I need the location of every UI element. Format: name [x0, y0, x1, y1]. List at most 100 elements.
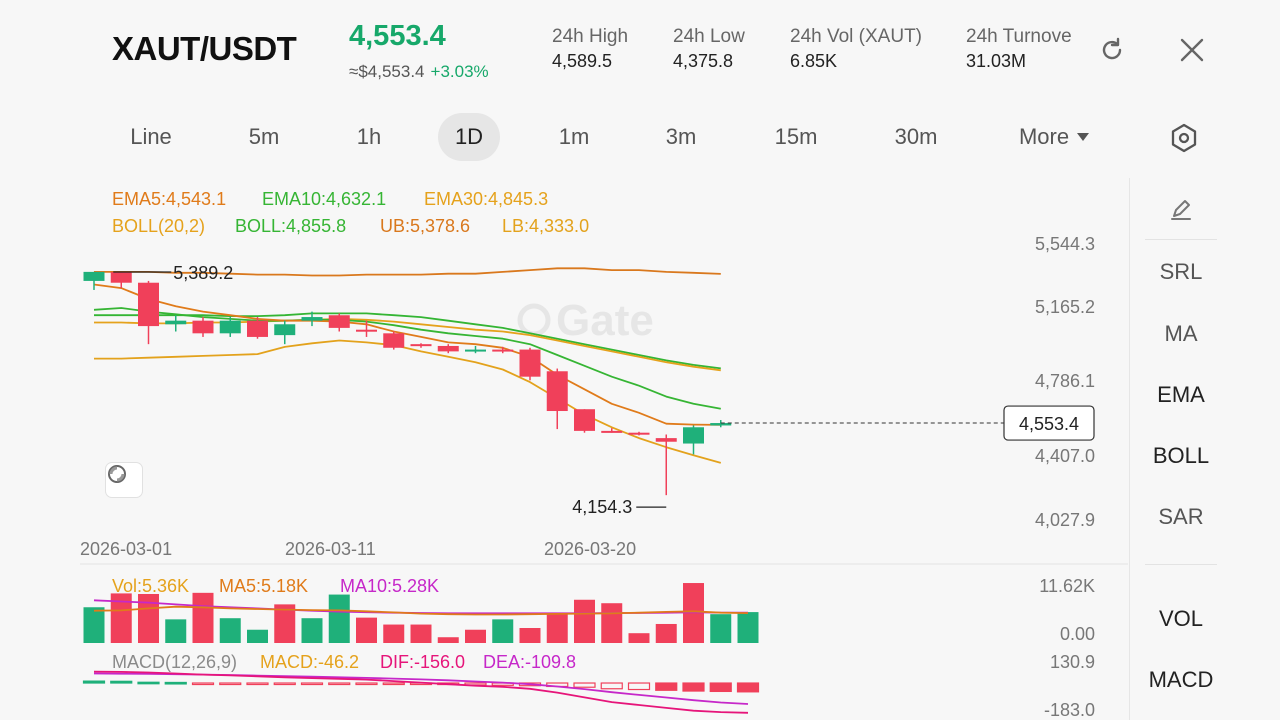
macd-histogram-bar: [627, 682, 651, 691]
candle-body: [492, 349, 514, 352]
legend-macd-value: MACD:-46.2: [260, 652, 359, 672]
legend-boll-lb: LB:4,333.0: [502, 216, 589, 236]
boll-lower-line: [94, 339, 722, 464]
stat-label: 24h Turnove: [966, 26, 1072, 47]
macd-histogram-bar: [655, 682, 678, 691]
macd-histogram-bar: [273, 682, 296, 686]
chart-reset-button[interactable]: [105, 462, 143, 498]
boll-upper-line: [94, 267, 721, 277]
candle-body: [546, 371, 568, 412]
tab-15m[interactable]: 15m: [774, 124, 818, 149]
last-price-label: 4,553.4: [1019, 414, 1079, 434]
indicator-vol[interactable]: VOL: [1158, 606, 1204, 631]
stat-value: 6.85K: [790, 51, 838, 71]
indicator-ma[interactable]: MA: [1164, 321, 1198, 346]
settings-hexagon-icon: [1171, 123, 1197, 153]
stat-value: 4,375.8: [673, 51, 734, 71]
macd-histogram-bar: [600, 682, 623, 690]
draw-tool-button[interactable]: [1163, 194, 1199, 224]
candle-body: [655, 438, 677, 442]
indicator-srl[interactable]: SRL: [1159, 259, 1203, 284]
tab-30m[interactable]: 30m: [894, 124, 938, 149]
legend-boll: BOLL(20,2): [112, 216, 205, 236]
high-marker-label: 5,389.2: [173, 263, 233, 283]
candle-body: [328, 315, 350, 328]
legend-macd: MACD(12,26,9): [112, 652, 237, 672]
volume-bar: [219, 618, 241, 643]
tab-line[interactable]: Line: [130, 124, 172, 149]
candle-body: [110, 272, 132, 283]
low-marker-label: 4,154.3: [572, 497, 632, 517]
macd-histogram-bar: [736, 682, 760, 693]
pair-title: XAUT/USDT: [112, 30, 297, 67]
volume-bar: [492, 619, 514, 643]
volume-bar: [274, 604, 296, 643]
macd-histogram-bar: [82, 680, 106, 684]
tab-5m[interactable]: 5m: [248, 124, 280, 149]
volume-bar: [437, 637, 459, 643]
macd-histogram-bar: [382, 682, 405, 686]
price-change: +3.03%: [430, 62, 489, 81]
legend-vol: Vol:5.36K: [112, 576, 189, 596]
candles: [83, 271, 732, 496]
volume-bar: [301, 618, 323, 643]
tab-3m[interactable]: 3m: [665, 124, 697, 149]
macd-histogram-bar: [355, 682, 378, 686]
volume-bar: [710, 614, 732, 643]
volume-bar: [546, 613, 568, 643]
sub-price-line: ≈$4,553.4 +3.03%: [349, 62, 489, 82]
macd-histogram-bar: [164, 681, 187, 685]
volume-bar: [465, 629, 486, 643]
macd-tick: -183.0: [1044, 700, 1095, 720]
candle-body: [437, 345, 459, 352]
indicator-boll[interactable]: BOLL: [1152, 443, 1210, 468]
price-tick: 5,544.3: [1035, 234, 1095, 254]
kline-chart[interactable]: Gate EMA5:4,543.1 EMA10:4,632.1 EMA30:4,…: [80, 178, 1128, 720]
refresh-icon-glyph: [1102, 37, 1122, 60]
macd-histogram-bar: [328, 682, 351, 686]
candle-body: [247, 320, 268, 337]
candle-body: [192, 320, 214, 334]
chart-settings-icon[interactable]: [1166, 120, 1202, 156]
volume-bar: [574, 599, 595, 643]
legend-vol-ma5: MA5:5.18K: [219, 576, 308, 596]
candle-body: [274, 324, 296, 336]
candle-body: [83, 271, 105, 281]
volume-bar: [165, 619, 187, 643]
date-label: 2026-03-11: [285, 539, 376, 559]
candle-body: [219, 320, 241, 334]
watermark-text: Gate: [556, 296, 654, 345]
tab-1m[interactable]: 1m: [558, 124, 590, 149]
volume-tick: 0.00: [1060, 624, 1095, 644]
macd-histogram-bar: [709, 682, 732, 693]
tab-more[interactable]: More: [1008, 113, 1100, 161]
indicator-sar[interactable]: SAR: [1158, 504, 1204, 529]
close-icon[interactable]: [1174, 32, 1210, 68]
chart-area[interactable]: Gate EMA5:4,543.1 EMA10:4,632.1 EMA30:4,…: [80, 178, 1128, 720]
volume-bar: [192, 592, 214, 643]
tab-1d[interactable]: 1D: [438, 113, 500, 161]
volume-bar: [601, 603, 623, 643]
pencil-icon: [1171, 200, 1191, 220]
legend-ema10: EMA10:4,632.1: [262, 189, 386, 209]
legend-vol-ma10: MA10:5.28K: [340, 576, 439, 596]
volume-bars: [83, 583, 759, 643]
legend-ema5: EMA5:4,543.1: [112, 189, 226, 209]
macd-dif-line: [93, 670, 749, 714]
last-price-box: [1003, 405, 1095, 441]
candle-body: [138, 282, 159, 327]
volume-bar: [247, 629, 268, 643]
indicator-macd[interactable]: MACD: [1148, 667, 1214, 692]
refresh-icon[interactable]: [1094, 32, 1130, 68]
stat-24h-low: 24h Low 4,375.8: [673, 26, 745, 72]
macd-pane: [82, 670, 760, 714]
candle-body: [301, 317, 323, 321]
macd-histogram-bar: [246, 682, 269, 686]
candle-body: [683, 427, 704, 444]
candle-body: [574, 409, 595, 431]
stat-24h-high: 24h High 4,589.5: [552, 26, 628, 72]
indicator-ema[interactable]: EMA: [1157, 382, 1205, 407]
stat-value: 4,589.5: [552, 51, 613, 71]
date-label: 2026-03-20: [544, 539, 636, 559]
tab-1h[interactable]: 1h: [356, 124, 382, 149]
